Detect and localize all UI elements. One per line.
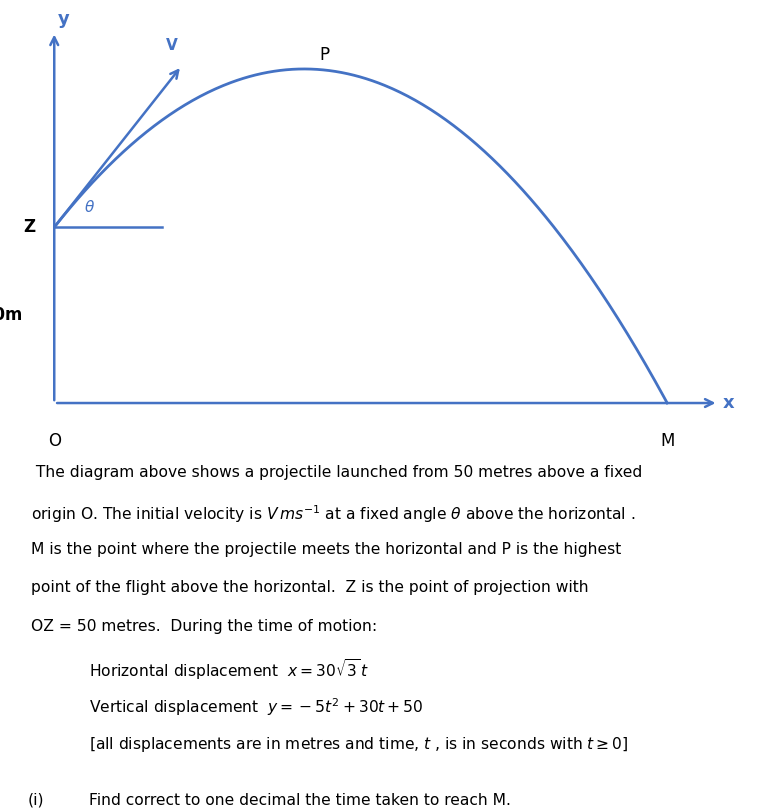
Text: OZ = 50 metres.  During the time of motion:: OZ = 50 metres. During the time of motio…: [31, 619, 377, 634]
Text: (i): (i): [27, 793, 43, 808]
Text: V: V: [167, 38, 178, 53]
Text: Find correct to one decimal the time taken to reach M.: Find correct to one decimal the time tak…: [89, 793, 511, 808]
Text: P: P: [319, 45, 329, 64]
Text: origin O. The initial velocity is $V\,ms^{-1}$ at a fixed angle $\theta$ above t: origin O. The initial velocity is $V\,ms…: [31, 504, 635, 525]
Text: M is the point where the projectile meets the horizontal and P is the highest: M is the point where the projectile meet…: [31, 542, 622, 557]
Text: [all displacements are in metres and time, $t$ , is in seconds with $t \geq 0$]: [all displacements are in metres and tim…: [89, 735, 629, 753]
Text: x: x: [723, 394, 735, 412]
Text: y: y: [57, 11, 69, 28]
Text: θ: θ: [84, 200, 94, 215]
Text: Horizontal displacement  $x = 30\sqrt{3}\,t$: Horizontal displacement $x = 30\sqrt{3}\…: [89, 658, 370, 683]
Text: Vertical displacement  $y = -5t^{2} + 30t + 50$: Vertical displacement $y = -5t^{2} + 30t…: [89, 696, 424, 718]
Text: Z: Z: [24, 218, 36, 236]
Text: O: O: [48, 431, 60, 449]
Text: The diagram above shows a projectile launched from 50 metres above a fixed: The diagram above shows a projectile lau…: [31, 465, 642, 480]
Text: M: M: [660, 431, 674, 449]
Text: point of the flight above the horizontal.  Z is the point of projection with: point of the flight above the horizontal…: [31, 581, 589, 595]
Text: 50m: 50m: [0, 306, 23, 324]
